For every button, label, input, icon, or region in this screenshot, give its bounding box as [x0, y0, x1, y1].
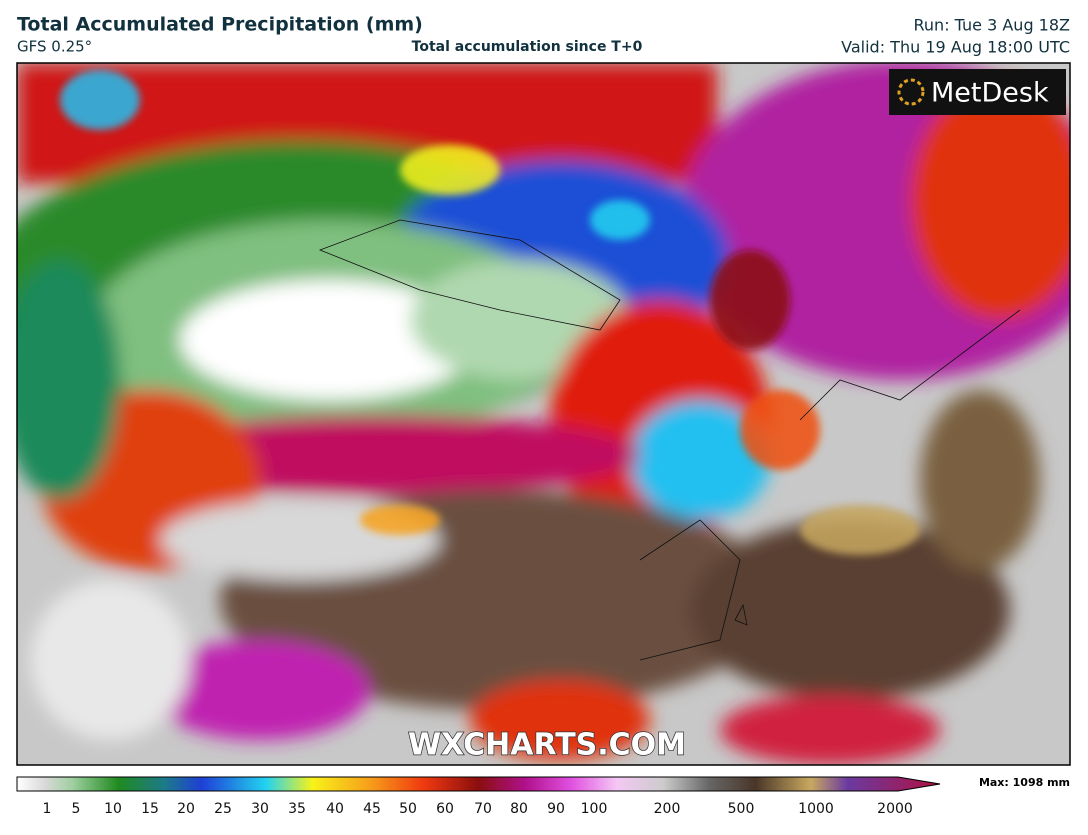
- precipitation-map: WXCHARTS.COM MetDesk: [17, 63, 1070, 765]
- model: GFS 0.25°: [17, 38, 92, 56]
- watermark: WXCHARTS.COM: [408, 728, 686, 763]
- map-frame: [16, 62, 1071, 766]
- colorbar-label: 60: [436, 801, 454, 817]
- colorbar-label: 30: [251, 801, 269, 817]
- max-value: Max: 1098 mm: [979, 776, 1070, 789]
- colorbar-label: 90: [547, 801, 565, 817]
- colorbar-label: 80: [510, 801, 528, 817]
- colorbar-label: 35: [288, 801, 306, 817]
- colorbar-label: 10: [104, 801, 122, 817]
- colorbar-label: 100: [581, 801, 608, 817]
- colorbar-label: 200: [654, 801, 681, 817]
- colorbar-label: 20: [177, 801, 195, 817]
- logo-box: [889, 69, 1066, 115]
- title: Total Accumulated Precipitation (mm): [17, 14, 423, 36]
- colorbar-label: 70: [474, 801, 492, 817]
- colorbar-labels: 1 5 10 15 20 25 30 35 40 45 50 60 70 80 90 100 200 500 100…: [43, 801, 913, 817]
- colorbar-label: 15: [141, 801, 159, 817]
- colorbar-label: 25: [214, 801, 232, 817]
- colorbar-label: 500: [728, 801, 755, 817]
- colorbar-label: 45: [363, 801, 381, 817]
- logo-icon: [897, 78, 925, 106]
- colorbar-label: 2000: [877, 801, 913, 817]
- subtitle: Total accumulation since T+0: [412, 39, 643, 55]
- valid-time: Valid: Thu 19 Aug 18:00 UTC: [841, 38, 1070, 57]
- colorbar: [16, 776, 941, 792]
- colorbar-label: 1: [43, 801, 52, 817]
- colorbar-label: 40: [326, 801, 344, 817]
- colorbar-label: 1000: [798, 801, 834, 817]
- colorbar-label: 5: [72, 801, 81, 817]
- run-time: Run: Tue 3 Aug 18Z: [914, 16, 1071, 35]
- colorbar-label: 50: [399, 801, 417, 817]
- logo: MetDesk: [931, 78, 1049, 109]
